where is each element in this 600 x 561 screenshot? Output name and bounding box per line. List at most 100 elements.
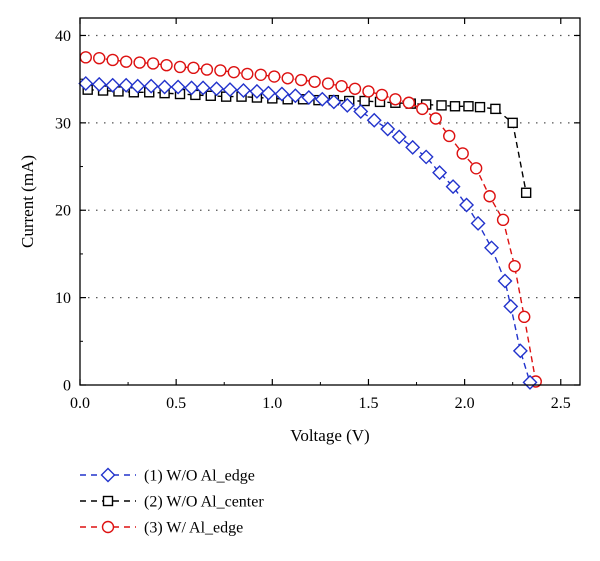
data-point-diamond [222,82,238,98]
data-point-circle [227,65,241,79]
data-point-square [463,101,474,112]
data-point-diamond [105,77,121,93]
data-point-square [490,103,501,115]
data-point-circle [187,61,200,75]
x-tick-label: 0.0 [70,395,90,412]
series-line [87,89,527,193]
data-point-diamond [326,94,342,110]
data-point-square [507,117,518,129]
data-point-circle [281,72,294,85]
data-point-diamond [459,197,475,213]
axes [79,17,581,386]
data-point-circle [254,68,267,81]
grid [80,34,580,299]
y-tick-label: 40 [55,28,71,45]
data-point-diamond [249,83,265,99]
data-point-circle [160,58,173,72]
data-point-diamond [503,298,519,314]
data-point-square [474,101,486,113]
data-point-circle [443,129,456,143]
legend-item-2: (2) W/O Al_center [80,494,264,511]
data-point-diamond [366,112,382,128]
legend-label: (1) W/O Al_edge [144,468,255,485]
series-layer [78,51,542,390]
data-point-square [359,95,370,107]
data-point-circle [146,57,160,70]
data-point-circle [200,63,214,76]
data-point-diamond [405,139,421,155]
data-point-diamond [418,149,434,165]
series-line [85,82,531,383]
x-tick-label: 1.0 [262,395,282,412]
data-point-diamond [512,343,528,359]
data-point-circle [496,213,510,227]
data-point-diamond [157,79,173,95]
data-point-circle [389,93,402,106]
data-point-square [449,101,461,112]
data-point-circle [483,190,496,203]
data-point-circle [268,70,281,83]
data-point-diamond [391,129,407,145]
data-point-diamond [170,79,186,95]
data-point-diamond [353,104,369,119]
data-point-diamond [484,240,500,256]
tick-labels: 0.0 0.5 1.0 1.5 2.0 2.5 0 10 20 30 40 [55,18,580,412]
data-point-circle [508,259,521,273]
data-point-circle [335,79,348,93]
data-point-diamond [260,85,276,101]
series-3 [79,51,542,388]
legend-label: (3) W/ Al_edge [144,520,243,537]
data-point-diamond [301,90,317,106]
x-axis-title: Voltage (V) [290,426,369,445]
data-point-circle [416,102,429,116]
data-point-diamond [287,88,303,104]
data-point-diamond [209,81,225,97]
legend-label: (2) W/O Al_center [144,494,264,511]
x-tick-label: 2.0 [455,395,475,412]
legend: (1) W/O Al_edge (2) W/O Al_center (3) W/ A… [80,468,264,537]
data-point-diamond [118,77,134,93]
y-tick-label: 0 [63,378,71,395]
data-point-circle [348,82,362,95]
legend-item-1: (1) W/O Al_edge [80,468,255,485]
data-point-circle [375,88,389,102]
data-point-circle [518,310,531,324]
data-point-square [102,495,114,507]
data-point-diamond [143,78,159,94]
data-point-diamond [445,179,461,195]
y-tick-label: 30 [55,115,71,132]
data-point-diamond [470,215,486,231]
data-point-square [205,90,216,101]
data-point-square [520,187,532,198]
data-point-circle [321,77,335,90]
data-point-diamond [130,78,146,94]
data-point-diamond [195,80,211,96]
x-tick-label: 2.5 [551,395,571,412]
data-point-circle [79,51,92,64]
data-point-circle [214,64,227,77]
data-point-circle [308,75,321,88]
data-point-diamond [380,121,396,137]
data-point-diamond [274,86,290,102]
data-point-diamond [432,165,448,181]
data-point-circle [294,73,308,87]
series-1 [78,76,538,390]
data-point-diamond [235,83,251,99]
data-point-circle [101,520,115,534]
data-point-diamond [314,91,330,107]
data-point-diamond [184,80,200,96]
x-tick-label: 0.5 [166,395,186,412]
data-point-circle [362,85,375,98]
y-tick-label: 10 [55,290,71,307]
data-point-circle [119,55,133,68]
data-point-square [436,100,447,111]
data-point-circle [456,147,469,160]
data-point-diamond [100,467,116,483]
data-point-circle [133,56,146,69]
data-point-diamond [339,97,355,113]
y-tick-label: 20 [55,203,71,220]
data-point-circle [402,96,416,109]
data-point-circle [173,60,187,74]
data-point-circle [93,51,106,65]
